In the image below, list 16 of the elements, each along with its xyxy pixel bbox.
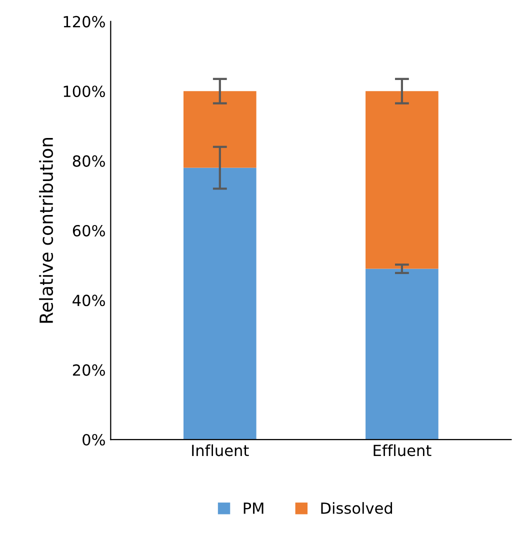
x-tick-label: Influent: [192, 444, 249, 456]
legend-label: PM: [244, 502, 264, 514]
bar: [183, 91, 256, 168]
bar: [366, 91, 438, 269]
y-tick-label: 60%: [72, 224, 105, 236]
bar: [366, 268, 438, 440]
y-tick-label: 20%: [72, 364, 105, 376]
y-tick-label: 100%: [64, 86, 105, 98]
bar: [183, 168, 256, 440]
y-tick-label: 40%: [72, 294, 105, 306]
y-axis-title: Relative contribution: [39, 138, 54, 323]
y-tick-label: 80%: [72, 155, 105, 167]
y-tick-label: 0%: [82, 434, 105, 446]
x-tick-label: Effluent: [374, 444, 432, 456]
y-tick-label: 120%: [64, 16, 105, 28]
legend-label: Dissolved: [321, 502, 392, 514]
